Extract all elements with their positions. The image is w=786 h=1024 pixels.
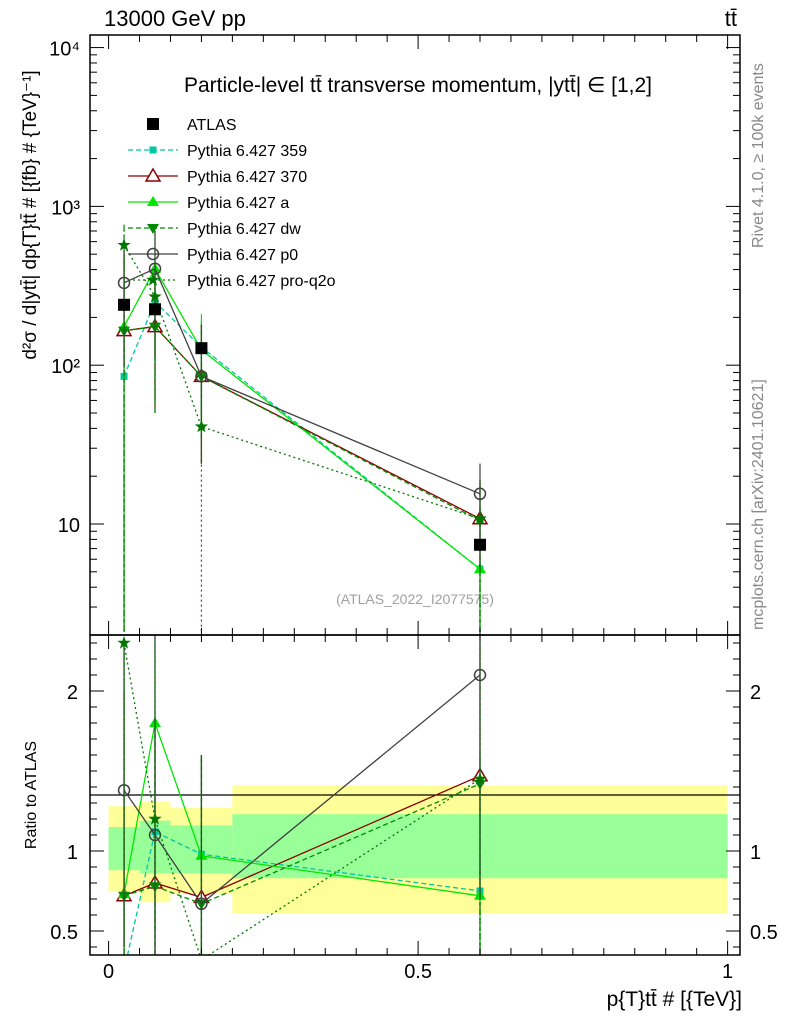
data-point [148,812,162,825]
plot-title: Particle-level tt̄ transverse momentum, … [184,74,652,97]
data-point [195,897,208,911]
legend-entry-pythia-6-427-370: Pythia 6.427 370 [128,167,307,186]
legend-label: Pythia 6.427 pro-q2o [187,273,336,290]
series-line [123,244,481,520]
ratio-y-tick-label-right: 0.5 [750,922,778,944]
data-point [117,276,131,290]
x-tick-label: 1 [722,961,733,983]
data-point [148,289,162,303]
data-point [117,238,131,251]
x-tick-label: 0 [103,961,114,983]
top-y-axis-label: d²σ / d|ytt̄| dp{T}tt̄ # [{fb} # {TeV}⁻¹… [20,70,41,359]
y-tick-label: 10² [51,356,80,378]
series-pythia-6-427-pro-q2o [117,635,487,955]
legend-entry-pythia-6-427-a: Pythia 6.427 a [128,195,289,212]
data-point [149,303,161,316]
x-axis-label: p{T}tt̄ # [{TeV}] [607,988,742,1011]
y-tick-label: 10⁴ [49,39,80,61]
ratio-y-tick-label-right: 1 [750,842,761,864]
legend-label: Pythia 6.427 p0 [187,247,298,264]
legend-label: Pythia 6.427 dw [187,221,301,238]
legend-marker [146,247,160,261]
series-line [123,783,481,905]
data-point [473,487,487,501]
rivet-version-label: Rivet 4.1.0, ≥ 100k events [750,63,767,248]
data-point [195,342,208,355]
data-point [474,538,486,551]
legend-marker [147,224,159,234]
legend-marker [144,167,162,182]
legend-marker [147,118,159,130]
series-line [123,267,481,495]
series-line [123,720,481,897]
legend-marker [147,196,159,206]
header-energy-label: 13000 GeV pp [104,6,246,31]
series-line [123,300,481,570]
legend-label: Pythia 6.427 a [187,195,289,212]
mcplots-label: mcplots.cern.ch [arXiv:2401.10621] [750,379,767,630]
legend-entry-pythia-6-427-pro-q2o: Pythia 6.427 pro-q2o [128,273,336,290]
series-pythia-6-427-359 [120,261,484,632]
ratio-panel-frame [89,634,741,956]
series-line [123,325,481,520]
legend-entry-pythia-6-427-p0: Pythia 6.427 p0 [128,247,298,264]
analysis-watermark: (ATLAS_2022_I2077575) [336,591,494,607]
axis-ticks: 10 10² 10³ 10⁴ 0.5 0.5 1 1 2 2 0 0.5 1 [49,35,778,983]
legend-entry-pythia-6-427-359: Pythia 6.427 359 [128,143,307,160]
ratio-y-tick-label-right: 2 [750,682,761,704]
series-line [123,325,481,522]
series-line [123,674,481,905]
data-point [117,636,131,649]
ratio-y-tick-label: 1 [67,842,78,864]
data-point [473,772,487,785]
header-process-label: tt̄ [725,6,737,31]
data-point [194,419,209,433]
legend-label: ATLAS [187,117,237,134]
x-tick-label: 0.5 [404,961,432,983]
ratio-y-axis-label: Ratio to ATLAS [23,741,40,849]
y-tick-label: 10 [58,515,80,537]
y-tick-label: 10³ [51,197,80,219]
legend-entry-atlas: ATLAS [147,117,237,134]
legend: ATLAS Pythia 6.427 359 Pythia 6.427 370 Pyt… [128,117,336,290]
ratio-y-tick-label: 2 [67,682,78,704]
data-point [118,298,131,311]
legend-label: Pythia 6.427 370 [187,169,307,186]
legend-marker [146,273,160,286]
legend-marker [149,146,157,154]
series-line [126,830,481,955]
legend-entry-pythia-6-427-dw: Pythia 6.427 dw [128,221,301,238]
ratio-panel-series [115,635,489,975]
ratio-y-tick-label: 0.5 [50,922,78,944]
series-atlas [118,298,486,551]
data-point [121,968,128,975]
series-pythia-6-427-a [118,230,486,632]
data-point [473,511,487,525]
legend-label: Pythia 6.427 359 [187,143,307,160]
series-line [123,267,481,570]
series-line [123,775,481,899]
